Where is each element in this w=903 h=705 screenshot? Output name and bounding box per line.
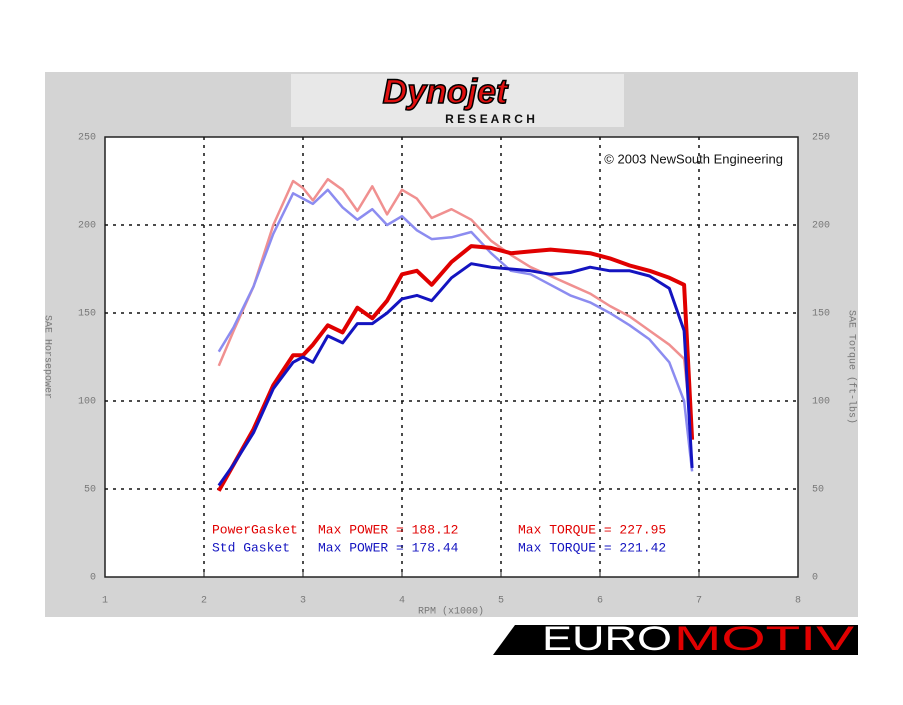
y2-label: SAE Torque (ft-lbs)	[845, 310, 857, 424]
x-tick-label: 2	[201, 596, 207, 607]
y2-tick-label: 200	[812, 221, 830, 232]
x-tick-label: 7	[696, 596, 702, 607]
logo-sub: R E S E A R C H	[445, 112, 535, 126]
x-tick-label: 6	[597, 596, 603, 607]
torque-line	[217, 177, 694, 437]
copyright: © 2003 NewSouth Engineering	[604, 151, 783, 166]
power-line	[217, 262, 694, 487]
legend-torque: Max TORQUE = 227.95	[518, 522, 666, 537]
power-line	[217, 244, 695, 492]
y-tick-label: 200	[78, 221, 96, 232]
y-tick-label: 100	[78, 397, 96, 408]
y-tick-label: 50	[84, 485, 96, 496]
y2-tick-label: 50	[812, 485, 824, 496]
chart-layer: 1 2 3 4 5 6 7 8 0 50 100 150 200 250 0 50 100 150 200 250 Po…	[78, 133, 830, 607]
legend-power: Max POWER = 178.44	[318, 540, 459, 555]
brand-right: MOTIV	[674, 620, 855, 658]
x-label: RPM (x1000)	[418, 606, 484, 618]
torque-line	[217, 188, 694, 472]
x-tick-label: 5	[498, 596, 504, 607]
y2-tick-label: 250	[812, 133, 830, 144]
x-tick-label: 3	[300, 596, 306, 607]
x-tick-label: 1	[102, 596, 108, 607]
y-tick-label: 250	[78, 133, 96, 144]
legend-name: PowerGasket	[212, 522, 298, 537]
y2-tick-label: 100	[812, 397, 830, 408]
y2-tick-label: 0	[812, 573, 818, 584]
brand-bg	[493, 625, 858, 655]
legend-power: Max POWER = 188.12	[318, 522, 458, 537]
brand-left: EURO	[542, 620, 672, 658]
x-tick-label: 8	[795, 596, 801, 607]
x-tick-label: 4	[399, 596, 405, 607]
logo-box	[291, 74, 624, 127]
legend-torque: Max TORQUE = 221.42	[518, 540, 666, 555]
y-label: SAE Horsepower	[41, 315, 52, 399]
y-tick-label: 150	[78, 309, 96, 320]
logo: Dynojet	[383, 73, 509, 111]
plot-area	[104, 136, 799, 578]
y-tick-label: 0	[90, 573, 96, 584]
legend-name: Std Gasket	[212, 540, 290, 555]
y2-tick-label: 150	[812, 309, 830, 320]
